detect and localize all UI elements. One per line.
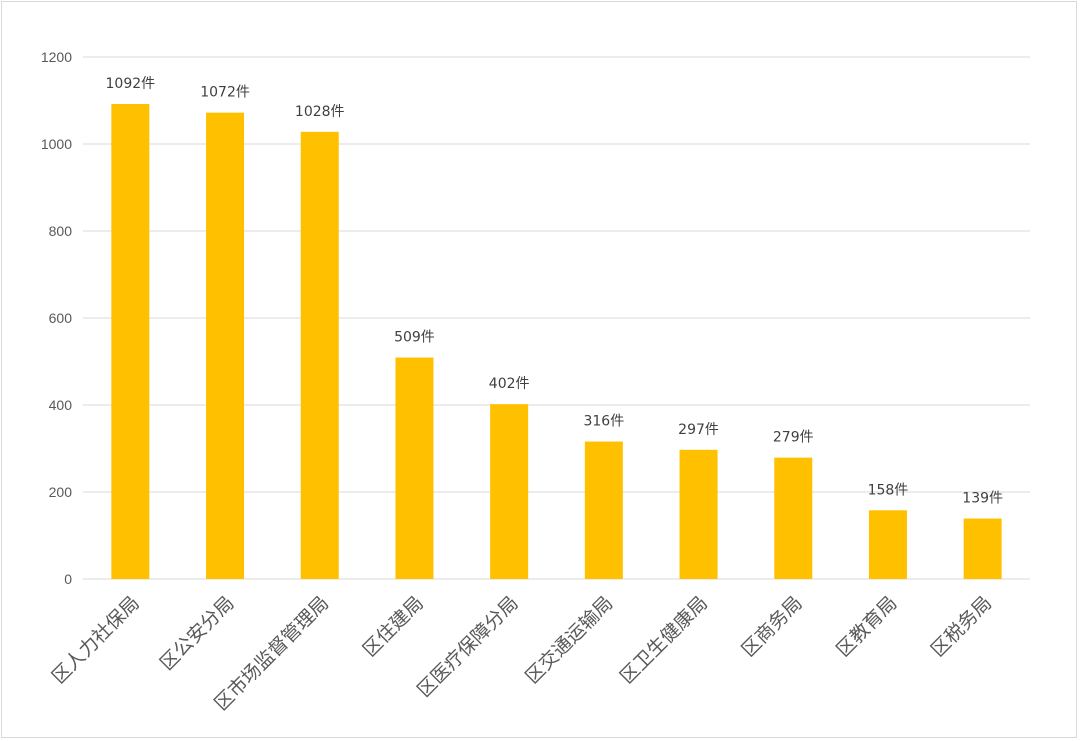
bar — [111, 103, 150, 579]
data-labels: 1092件 1072件 1028件 509件 402件 316件 297件 279件 158件 1… — [106, 76, 1003, 507]
y-tick-label: 400 — [49, 397, 73, 413]
category-label: 区人力社保局 — [48, 592, 144, 688]
category-label: 区交通运输局 — [521, 592, 617, 688]
bar — [206, 112, 245, 580]
y-tick-label: 200 — [49, 484, 73, 500]
bar — [490, 404, 529, 579]
data-label: 316件 — [583, 414, 624, 430]
bar — [300, 131, 339, 579]
bars — [111, 103, 1002, 580]
bar — [868, 510, 907, 579]
data-label: 139件 — [962, 491, 1003, 507]
y-tick-label: 0 — [64, 571, 72, 587]
data-label: 158件 — [868, 482, 909, 498]
category-label: 区商务局 — [737, 592, 806, 661]
data-label: 279件 — [773, 430, 814, 446]
y-tick-label: 800 — [49, 223, 73, 239]
category-label: 区卫生健康局 — [616, 592, 712, 688]
category-label: 区税务局 — [927, 592, 996, 661]
bar — [963, 518, 1002, 579]
y-tick-label: 1200 — [41, 49, 72, 65]
data-label: 1028件 — [295, 104, 345, 120]
category-label: 区教育局 — [832, 592, 901, 661]
data-label: 402件 — [489, 376, 530, 392]
data-label: 509件 — [394, 330, 435, 346]
bar — [584, 441, 623, 579]
y-axis-ticks: 0 200 400 600 800 1000 1200 — [41, 49, 72, 587]
data-label: 1072件 — [200, 85, 250, 101]
category-label: 区住建局 — [359, 592, 428, 661]
category-label: 区医疗保障分局 — [413, 592, 523, 702]
data-label: 1092件 — [106, 76, 156, 92]
data-label: 297件 — [678, 422, 719, 438]
bar — [679, 449, 718, 579]
y-tick-label: 1000 — [41, 136, 72, 152]
category-label: 区公安分局 — [156, 592, 239, 675]
bar — [395, 357, 434, 579]
bar — [774, 457, 813, 579]
y-tick-label: 600 — [49, 310, 73, 326]
